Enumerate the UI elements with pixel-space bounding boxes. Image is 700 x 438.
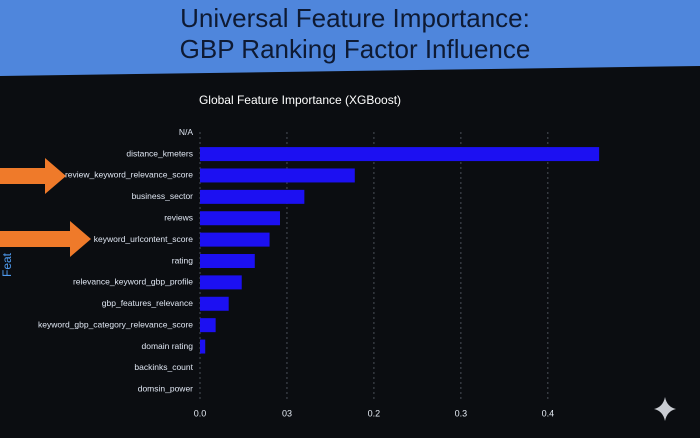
y-tick-label: domsin_power <box>138 384 193 394</box>
y-tick-label: domain rating <box>141 341 193 351</box>
y-tick-label: keyword_gbp_category_relevance_score <box>38 319 193 329</box>
y-tick-label: keyword_urlcontent_score <box>94 234 193 244</box>
sparkle-icon <box>654 397 676 421</box>
arrow <box>0 221 91 257</box>
y-tick-label: reviews <box>164 212 193 222</box>
bar <box>200 189 305 204</box>
y-tick-label: rating <box>172 255 194 265</box>
bar <box>200 275 242 290</box>
y-tick-label: distance_kmeters <box>126 148 193 158</box>
bar <box>200 296 229 311</box>
x-tick-label: 03 <box>282 408 292 418</box>
y-tick-label: backinks_count <box>134 362 193 372</box>
slide-title-line: Universal Feature Importance: <box>180 3 530 33</box>
bar <box>200 254 255 268</box>
y-axis-label: Feat <box>0 252 14 277</box>
bar <box>200 168 355 183</box>
x-tick-label: 0.0 <box>194 408 207 418</box>
y-tick-label: N/A <box>179 127 194 137</box>
title-banner <box>0 0 700 76</box>
bar <box>200 147 600 162</box>
arrow <box>0 158 66 194</box>
y-tick-label: relevance_keyword_gbp_profile <box>73 277 193 287</box>
y-tick-label: gbp_features_relevance <box>102 298 193 308</box>
slide-title-line: GBP Ranking Factor Influence <box>180 34 531 64</box>
y-tick-label: business_sector <box>132 191 194 201</box>
y-tick-label: review_keyword_relevance_score <box>65 170 193 180</box>
x-tick-label: 0.2 <box>368 408 381 418</box>
bar <box>200 318 216 333</box>
x-tick-label: 0.3 <box>455 408 468 418</box>
bar <box>200 339 206 354</box>
x-tick-label: 0.4 <box>542 408 555 418</box>
bar <box>200 211 280 226</box>
chart-title: Global Feature Importance (XGBoost) <box>199 93 401 107</box>
bar <box>200 232 270 247</box>
